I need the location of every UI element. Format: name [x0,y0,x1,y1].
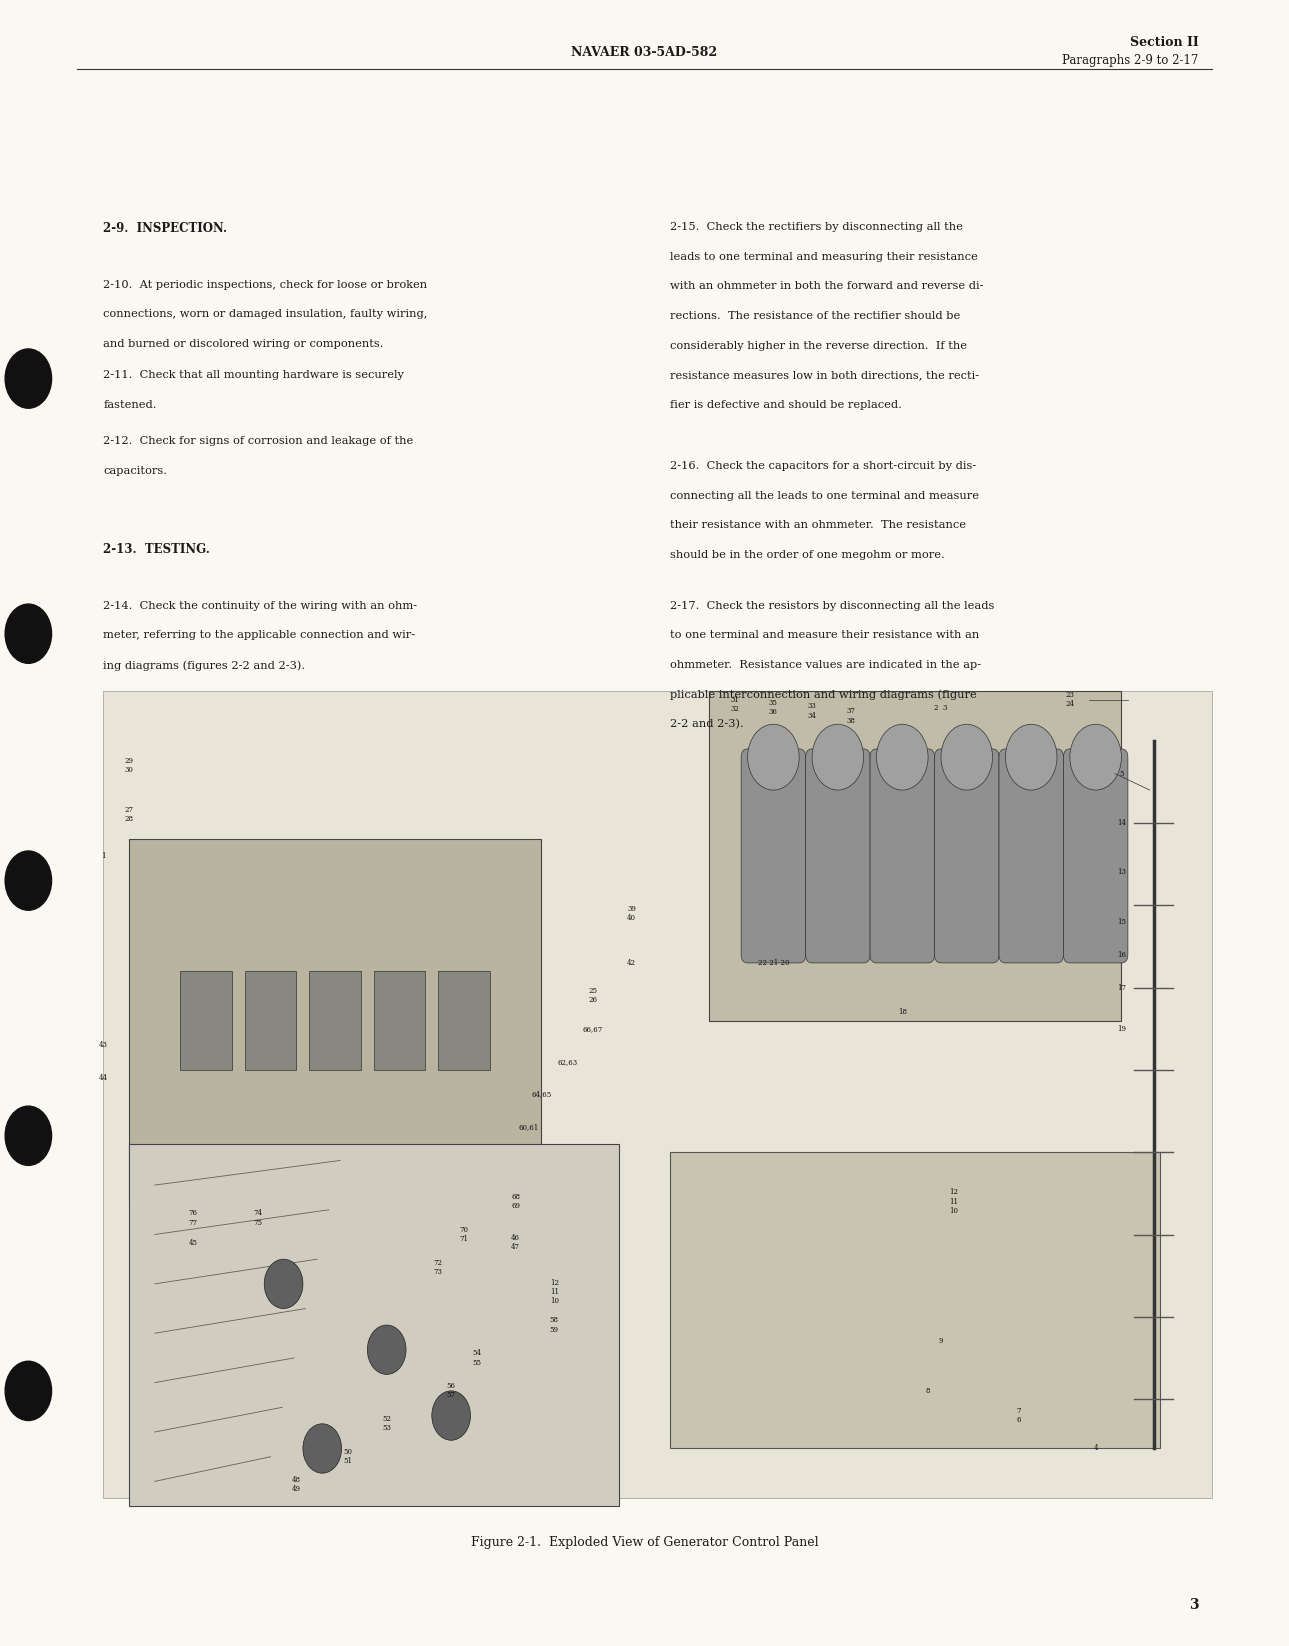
Circle shape [941,724,993,790]
Text: 2-13.  TESTING.: 2-13. TESTING. [103,543,210,556]
Circle shape [264,1259,303,1309]
Text: 5: 5 [1119,770,1124,777]
Text: resistance measures low in both directions, the recti-: resistance measures low in both directio… [670,370,980,380]
Circle shape [367,1325,406,1374]
Text: 2-11.  Check that all mounting hardware is securely: 2-11. Check that all mounting hardware i… [103,370,403,380]
Text: 8: 8 [926,1388,931,1394]
Text: 19: 19 [1118,1025,1125,1032]
Text: 2-16.  Check the capacitors for a short-circuit by dis-: 2-16. Check the capacitors for a short-c… [670,461,977,471]
Circle shape [303,1424,342,1473]
Circle shape [5,1106,52,1165]
Text: 43: 43 [99,1042,107,1049]
FancyBboxPatch shape [103,691,1212,1498]
Text: 74
75: 74 75 [254,1210,262,1226]
Text: 7
6: 7 6 [1016,1407,1021,1424]
Text: 12
11
10: 12 11 10 [550,1279,558,1305]
Text: 48
49: 48 49 [293,1476,300,1493]
Text: ohmmeter.  Resistance values are indicated in the ap-: ohmmeter. Resistance values are indicate… [670,660,981,670]
Text: Figure 2-1.  Exploded View of Generator Control Panel: Figure 2-1. Exploded View of Generator C… [470,1536,819,1549]
Text: 45: 45 [189,1239,197,1246]
Text: 39
40: 39 40 [628,905,635,922]
Text: 25
26: 25 26 [589,988,597,1004]
Text: 76
77: 76 77 [189,1210,197,1226]
Text: fier is defective and should be replaced.: fier is defective and should be replaced… [670,400,902,410]
Text: 50
51: 50 51 [344,1448,352,1465]
Text: 64,65: 64,65 [531,1091,552,1098]
Circle shape [5,1361,52,1420]
Circle shape [5,604,52,663]
Text: 18: 18 [898,1009,906,1016]
Text: considerably higher in the reverse direction.  If the: considerably higher in the reverse direc… [670,341,967,351]
Circle shape [748,724,799,790]
FancyBboxPatch shape [709,691,1121,1021]
Text: leads to one terminal and measuring their resistance: leads to one terminal and measuring thei… [670,252,978,262]
FancyBboxPatch shape [309,971,361,1070]
Text: meter, referring to the applicable connection and wir-: meter, referring to the applicable conne… [103,630,415,640]
Text: their resistance with an ohmmeter.  The resistance: their resistance with an ohmmeter. The r… [670,520,967,530]
FancyBboxPatch shape [670,1152,1160,1448]
Text: 2-2 and 2-3).: 2-2 and 2-3). [670,719,744,729]
Text: 62,63: 62,63 [557,1058,577,1065]
FancyBboxPatch shape [180,971,232,1070]
Text: fastened.: fastened. [103,400,157,410]
FancyBboxPatch shape [374,971,425,1070]
Text: with an ohmmeter in both the forward and reverse di-: with an ohmmeter in both the forward and… [670,281,984,291]
Text: 58
59: 58 59 [550,1317,558,1333]
Text: 12
11
10: 12 11 10 [950,1188,958,1215]
Text: Section II: Section II [1130,36,1199,49]
Text: 16: 16 [1118,951,1125,958]
Text: 3: 3 [1190,1598,1199,1611]
Text: 22 21 20: 22 21 20 [758,960,789,966]
Text: ing diagrams (figures 2-2 and 2-3).: ing diagrams (figures 2-2 and 2-3). [103,660,305,670]
Text: rections.  The resistance of the rectifier should be: rections. The resistance of the rectifie… [670,311,960,321]
Text: 72
73: 72 73 [434,1259,442,1276]
Text: 2-10.  At periodic inspections, check for loose or broken: 2-10. At periodic inspections, check for… [103,280,427,290]
Text: and burned or discolored wiring or components.: and burned or discolored wiring or compo… [103,339,384,349]
FancyBboxPatch shape [438,971,490,1070]
Text: 31
32: 31 32 [731,696,739,713]
Text: capacitors.: capacitors. [103,466,168,476]
Text: connecting all the leads to one terminal and measure: connecting all the leads to one terminal… [670,491,980,500]
FancyBboxPatch shape [1063,749,1128,963]
Text: 2-9.  INSPECTION.: 2-9. INSPECTION. [103,222,227,235]
Text: 9: 9 [938,1338,944,1345]
Text: plicable interconnection and wiring diagrams (figure: plicable interconnection and wiring diag… [670,690,977,700]
FancyBboxPatch shape [935,749,999,963]
Text: connections, worn or damaged insulation, faulty wiring,: connections, worn or damaged insulation,… [103,309,428,319]
Text: 70
71: 70 71 [460,1226,468,1243]
Text: 4: 4 [1093,1445,1098,1452]
Text: 35
36: 35 36 [770,700,777,716]
Text: 29
30: 29 30 [125,757,133,774]
FancyBboxPatch shape [741,749,806,963]
Text: 2-15.  Check the rectifiers by disconnecting all the: 2-15. Check the rectifiers by disconnect… [670,222,963,232]
Text: 23
24: 23 24 [1066,691,1074,708]
Text: 37
38: 37 38 [847,708,855,724]
Text: 44: 44 [99,1075,107,1081]
Text: 42: 42 [628,960,635,966]
FancyBboxPatch shape [806,749,870,963]
FancyBboxPatch shape [870,749,935,963]
Text: 60,61: 60,61 [518,1124,539,1131]
Text: 2  3: 2 3 [935,704,947,711]
Text: Paragraphs 2-9 to 2-17: Paragraphs 2-9 to 2-17 [1062,54,1199,67]
Text: 66,67: 66,67 [583,1025,603,1032]
Text: 17: 17 [1118,984,1125,991]
FancyBboxPatch shape [129,1144,619,1506]
Text: 54
55: 54 55 [473,1350,481,1366]
Text: 2-12.  Check for signs of corrosion and leakage of the: 2-12. Check for signs of corrosion and l… [103,436,414,446]
Circle shape [1005,724,1057,790]
Text: 15: 15 [1118,918,1125,925]
Text: to one terminal and measure their resistance with an: to one terminal and measure their resist… [670,630,980,640]
Circle shape [812,724,864,790]
FancyBboxPatch shape [129,839,541,1202]
Text: 14: 14 [1118,820,1125,826]
Text: 2-14.  Check the continuity of the wiring with an ohm-: 2-14. Check the continuity of the wiring… [103,601,418,611]
FancyBboxPatch shape [999,749,1063,963]
Circle shape [432,1391,470,1440]
Text: 2-17.  Check the resistors by disconnecting all the leads: 2-17. Check the resistors by disconnecti… [670,601,995,611]
Text: 33
34: 33 34 [808,703,816,719]
Text: 13: 13 [1118,869,1125,876]
Circle shape [877,724,928,790]
Circle shape [5,349,52,408]
